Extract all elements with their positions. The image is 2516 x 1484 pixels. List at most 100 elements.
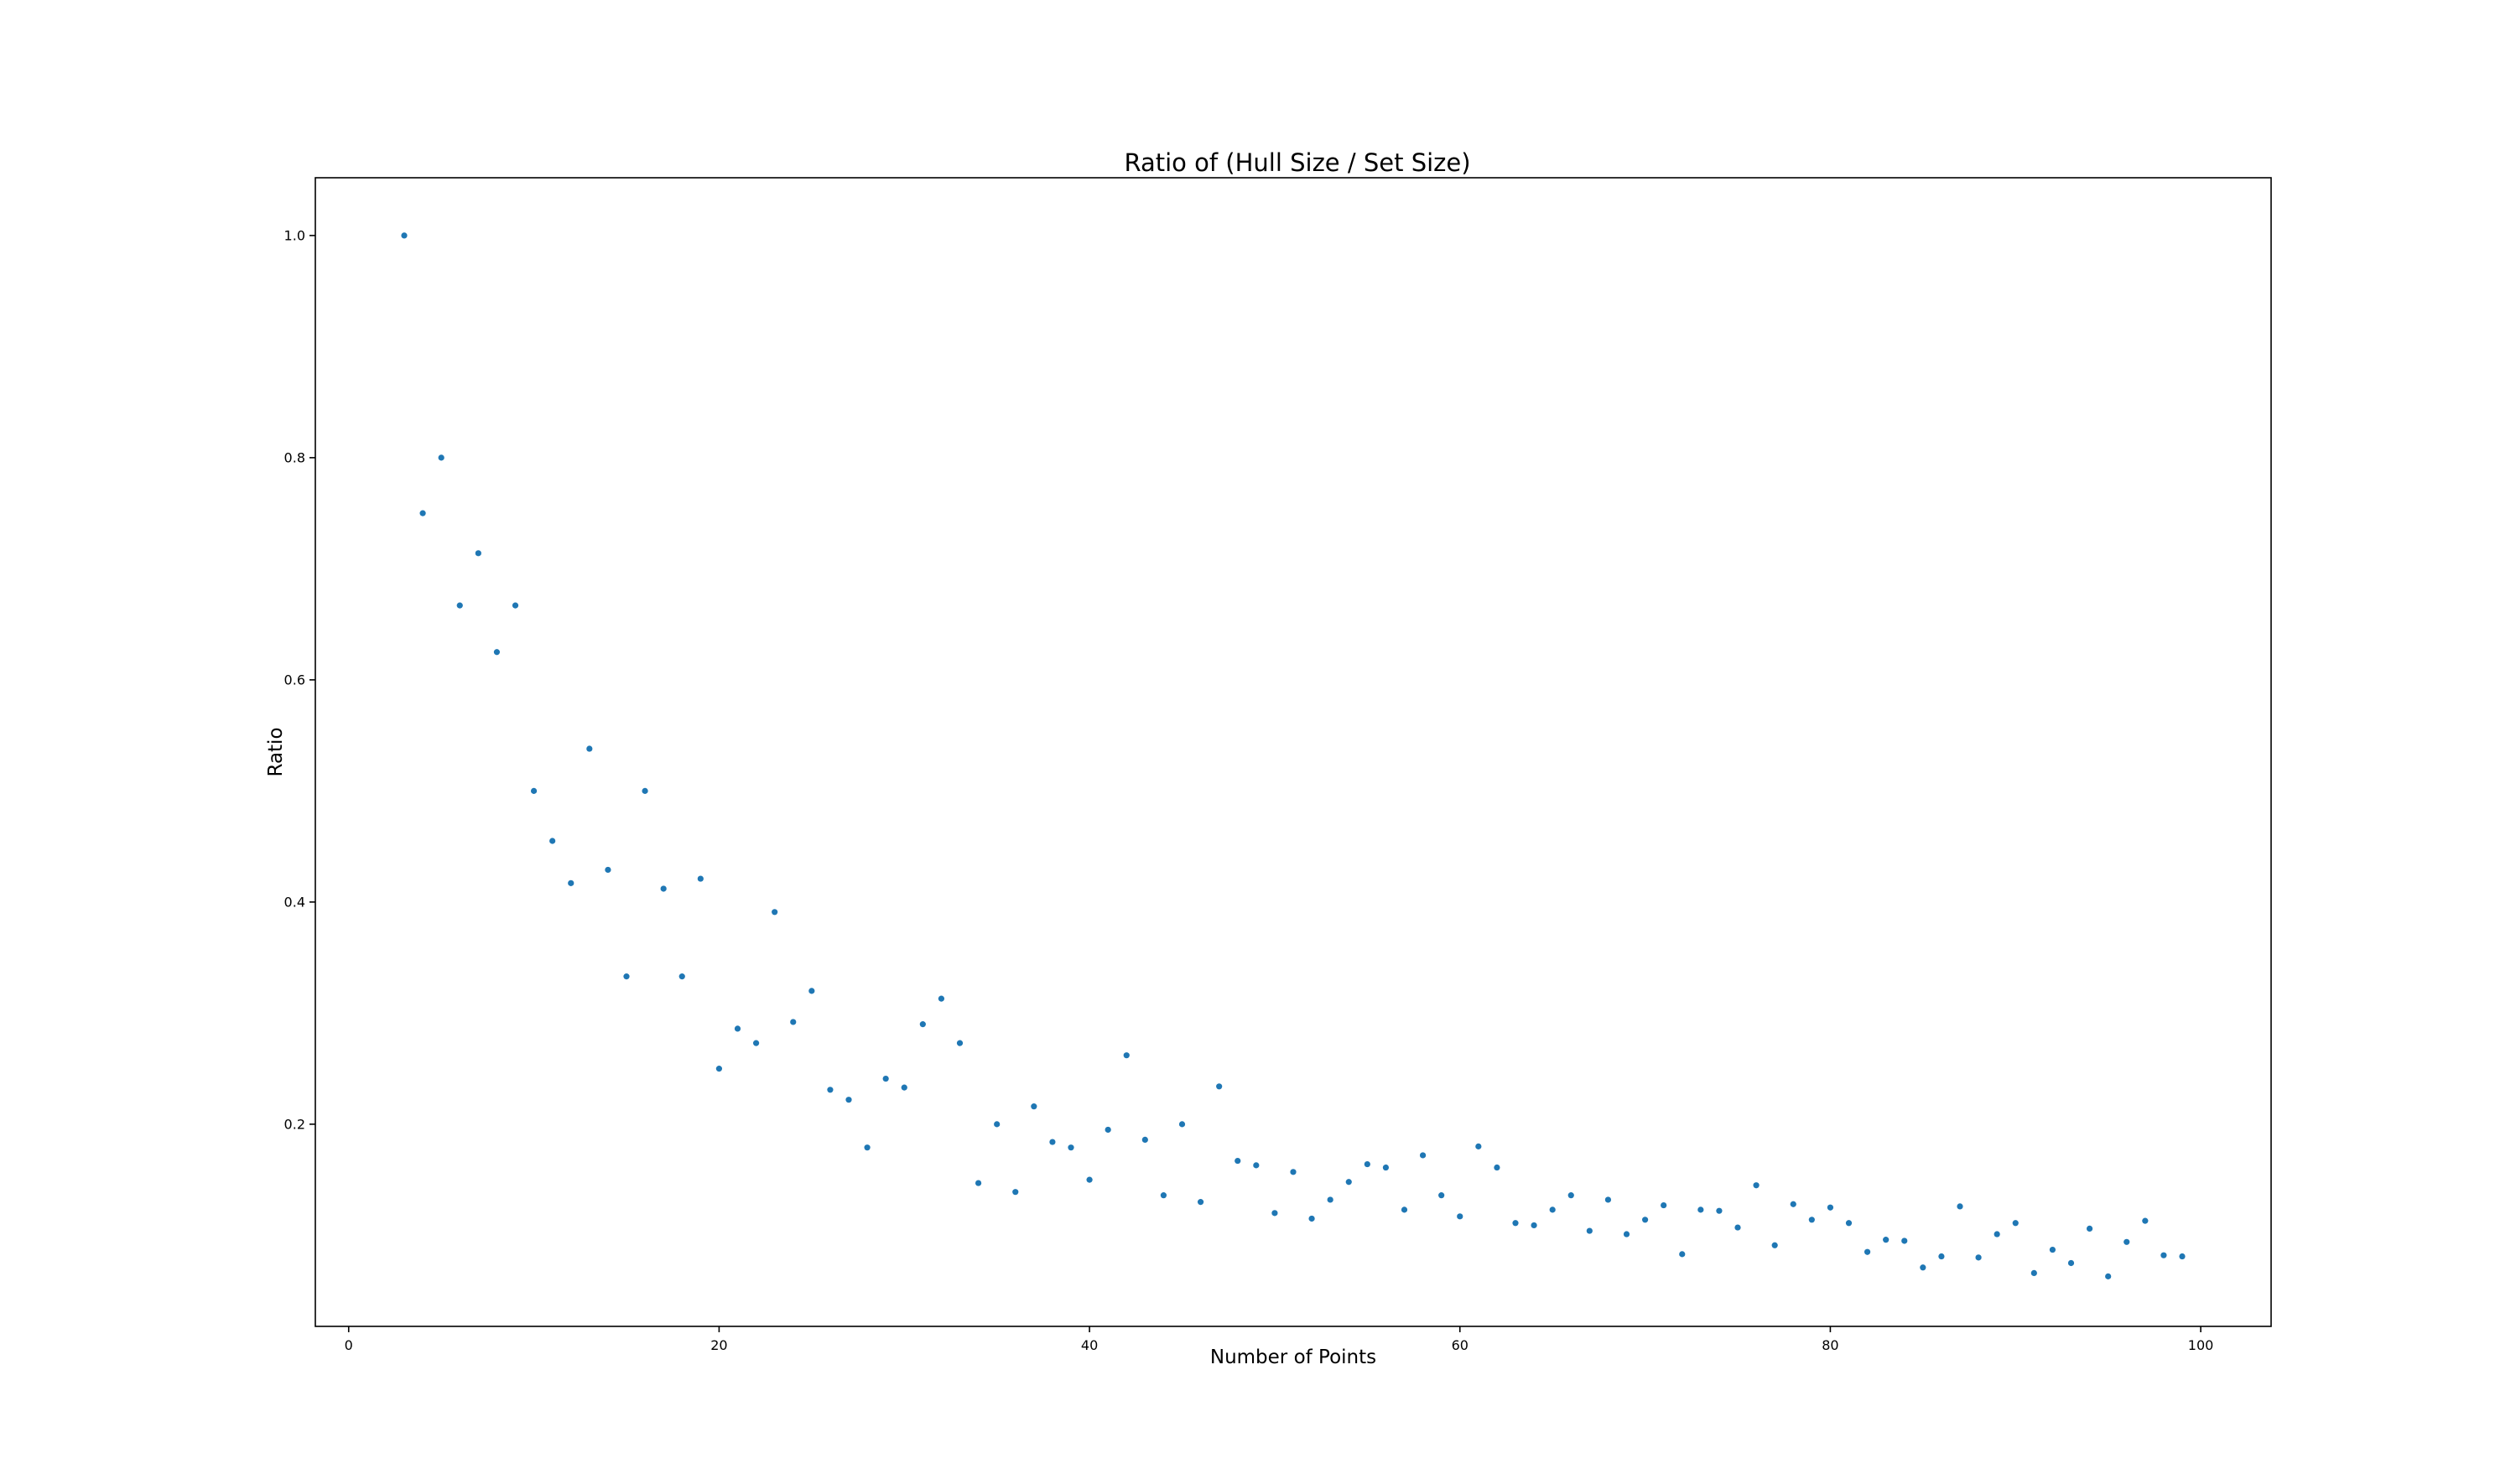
- data-point: [401, 232, 408, 239]
- data-point: [938, 995, 945, 1002]
- data-point: [1808, 1217, 1815, 1223]
- data-point: [956, 1040, 964, 1046]
- data-point: [530, 787, 538, 794]
- data-point: [1401, 1206, 1408, 1213]
- data-point: [1438, 1192, 1445, 1199]
- data-point: [2030, 1269, 2037, 1276]
- data-point: [1697, 1206, 1704, 1213]
- data-point: [1068, 1144, 1074, 1151]
- data-point: [1864, 1248, 1871, 1255]
- data-point: [1364, 1160, 1370, 1168]
- data-point: [586, 745, 593, 752]
- data-point: [752, 1040, 760, 1046]
- data-point: [475, 550, 481, 557]
- data-point: [994, 1121, 1001, 1128]
- data-point: [419, 510, 426, 516]
- data-point: [845, 1097, 852, 1103]
- data-point: [1123, 1052, 1130, 1059]
- data-point: [1975, 1254, 1982, 1261]
- x-tick-label: 40: [1081, 1337, 1098, 1353]
- data-point: [678, 973, 685, 980]
- data-point: [549, 838, 556, 844]
- data-point: [1049, 1139, 1056, 1145]
- data-point: [1253, 1162, 1260, 1169]
- data-point: [1753, 1182, 1760, 1189]
- data-point: [1235, 1157, 1241, 1165]
- data-point: [1290, 1169, 1297, 1175]
- data-point: [1197, 1199, 1204, 1206]
- data-point: [1141, 1136, 1148, 1144]
- data-point: [1994, 1231, 2000, 1238]
- data-point: [919, 1021, 926, 1028]
- x-tick-label: 60: [1452, 1337, 1469, 1353]
- data-point: [882, 1075, 889, 1082]
- data-point: [734, 1025, 741, 1032]
- data-point: [1623, 1231, 1630, 1238]
- data-point: [1790, 1201, 1796, 1207]
- y-tick-label: 0.8: [284, 449, 305, 465]
- data-point: [1567, 1192, 1574, 1199]
- plot-frame: [314, 177, 2272, 1327]
- data-point: [2179, 1253, 2186, 1260]
- data-point: [1920, 1264, 1926, 1271]
- data-point: [1957, 1203, 1963, 1210]
- data-point: [1178, 1121, 1186, 1128]
- data-point: [1679, 1251, 1686, 1258]
- data-point: [1716, 1207, 1723, 1214]
- data-point: [2142, 1217, 2149, 1224]
- data-point: [1938, 1253, 1945, 1260]
- data-point: [2160, 1252, 2167, 1258]
- data-point: [1345, 1179, 1352, 1186]
- data-point: [642, 787, 648, 794]
- marker-layer: [401, 232, 2186, 1279]
- data-point: [568, 880, 574, 886]
- y-axis-ticks: 0.2 0.4 0.6 0.8 1.0: [284, 227, 315, 1132]
- data-point: [2012, 1220, 2019, 1227]
- data-point: [827, 1087, 834, 1093]
- data-point: [1661, 1201, 1667, 1209]
- data-point: [456, 602, 463, 609]
- data-point: [1531, 1222, 1537, 1229]
- data-point: [1475, 1143, 1482, 1149]
- chart-title: Ratio of (Hull Size / Set Size): [1124, 148, 1470, 177]
- data-point: [864, 1144, 871, 1151]
- data-point: [2049, 1246, 2056, 1253]
- data-point: [1604, 1196, 1612, 1203]
- data-point: [438, 454, 444, 461]
- data-point: [1308, 1215, 1315, 1222]
- data-point: [1419, 1152, 1427, 1159]
- data-point: [1494, 1164, 1500, 1171]
- data-point: [808, 988, 815, 994]
- data-point: [1845, 1220, 1853, 1227]
- data-point: [1827, 1204, 1834, 1211]
- x-tick-label: 0: [345, 1337, 353, 1353]
- data-point: [1771, 1242, 1778, 1248]
- x-tick-label: 20: [710, 1337, 727, 1353]
- x-axis-label: Number of Points: [1210, 1346, 1376, 1368]
- data-point: [623, 973, 630, 980]
- data-point: [2105, 1273, 2112, 1279]
- data-point: [901, 1084, 907, 1091]
- data-point: [1012, 1189, 1019, 1196]
- data-point: [512, 602, 519, 609]
- y-tick-label: 0.2: [284, 1116, 305, 1132]
- data-point: [1086, 1176, 1093, 1183]
- data-point: [715, 1066, 723, 1072]
- data-point: [1586, 1227, 1593, 1234]
- data-point: [1031, 1103, 1037, 1110]
- data-point: [1641, 1217, 1649, 1223]
- x-axis-ticks: 0 20 40 60 80 100: [345, 1326, 2213, 1353]
- data-point: [1327, 1196, 1333, 1203]
- y-tick-label: 1.0: [284, 227, 305, 243]
- data-point: [1271, 1210, 1278, 1217]
- data-point: [1512, 1220, 1519, 1227]
- data-point: [660, 885, 667, 892]
- x-tick-label: 80: [1822, 1337, 1838, 1353]
- data-point: [975, 1180, 982, 1186]
- data-point: [1160, 1192, 1167, 1199]
- data-point: [2086, 1225, 2093, 1232]
- data-point: [1457, 1213, 1463, 1220]
- data-point: [790, 1019, 797, 1025]
